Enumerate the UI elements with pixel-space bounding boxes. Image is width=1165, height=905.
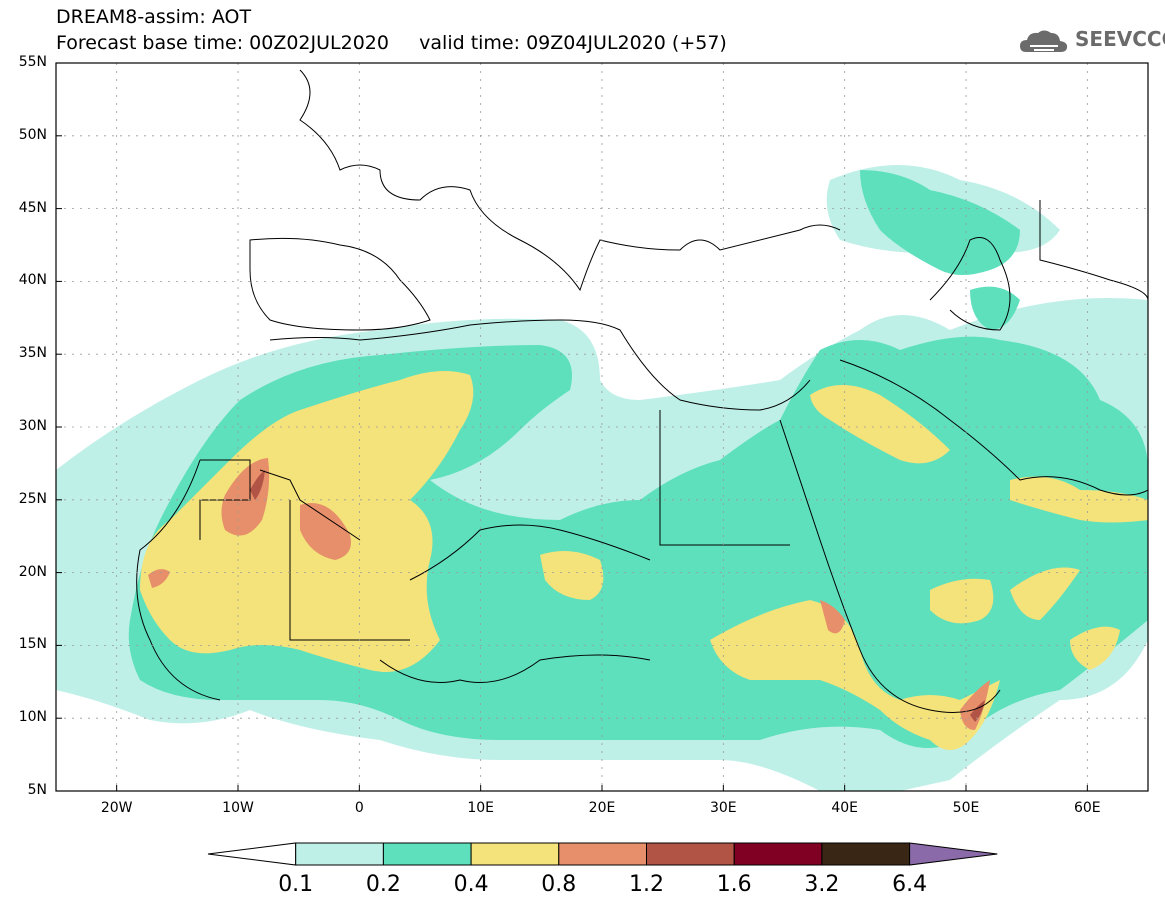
lon-label: 20E: [588, 800, 616, 816]
lat-label: 40N: [18, 272, 47, 289]
lon-label: 10E: [467, 800, 494, 816]
colorbar-segment: [295, 842, 384, 866]
chart-subtitle: Forecast base time: 00Z02JUL2020 valid t…: [56, 32, 727, 54]
cloud-icon: [1020, 30, 1068, 52]
lat-label: 20N: [18, 563, 47, 580]
aot-level-1.2: [250, 470, 985, 722]
lat-label: 35N: [18, 345, 47, 362]
chart-title: DREAM8-assim: AOT: [56, 6, 252, 28]
aot-level-0.8: [148, 458, 990, 730]
lon-label: 40E: [831, 800, 858, 816]
colorbar-segment: [733, 842, 823, 866]
colorbar-label: 1.2: [629, 872, 664, 897]
logo-text: SEEVCCC: [1075, 27, 1165, 51]
coastlines: [136, 69, 1148, 713]
colorbar-label: 1.6: [716, 872, 752, 897]
lon-label: 20W: [100, 800, 133, 816]
lon-label: 30E: [709, 800, 737, 816]
lat-label: 55N: [18, 54, 47, 70]
lon-label: 10W: [222, 800, 254, 816]
lon-label: 0: [354, 800, 364, 816]
colorbar-label: 3.2: [804, 872, 840, 897]
colorbar-label: 0.1: [278, 872, 314, 897]
lon-label: 50E: [952, 800, 980, 816]
colorbar: [207, 842, 998, 866]
lon-label: 60E: [1073, 800, 1101, 816]
colorbar-segment: [382, 842, 472, 866]
colorbar-segment: [821, 842, 911, 866]
lat-label: 25N: [18, 490, 47, 507]
colorbar-min-arrow: [207, 842, 297, 866]
lat-label: 5N: [27, 782, 47, 798]
lat-label: 15N: [18, 636, 47, 653]
colorbar-label: 0.4: [453, 872, 489, 897]
colorbar-label: 0.2: [365, 872, 401, 897]
lat-label: 10N: [18, 709, 47, 726]
colorbar-label: 0.8: [541, 872, 577, 897]
colorbar-max-arrow: [909, 842, 998, 866]
colorbar-segment: [470, 842, 560, 866]
colorbar-label: 6.4: [892, 872, 928, 897]
colorbar-segment: [558, 842, 647, 866]
grid: [56, 63, 1148, 791]
lat-label: 30N: [18, 418, 47, 434]
lat-label: 50N: [18, 126, 47, 143]
lat-label: 45N: [18, 199, 47, 216]
colorbar-segment: [646, 842, 735, 866]
